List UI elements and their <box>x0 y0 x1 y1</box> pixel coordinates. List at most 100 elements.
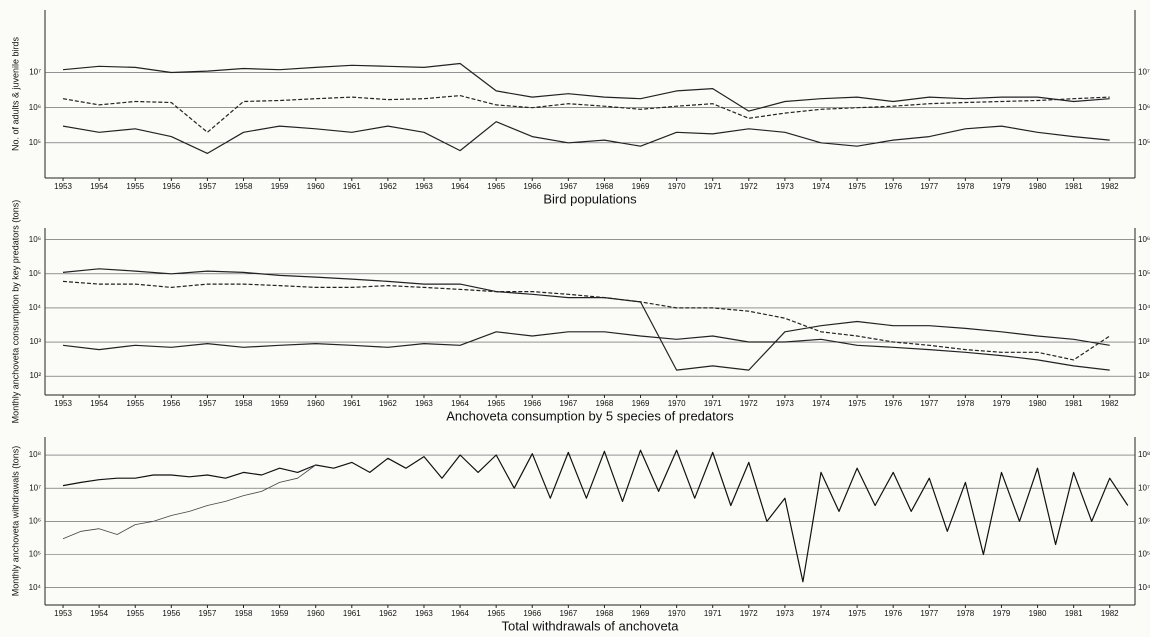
x-tick-label: 1967 <box>559 399 577 408</box>
x-tick-label: 1959 <box>271 399 289 408</box>
x-tick-label: 1973 <box>776 182 794 191</box>
x-tick-label: 1953 <box>54 609 72 618</box>
x-tick-label: 1955 <box>126 399 144 408</box>
x-tick-label: 1954 <box>90 399 108 408</box>
x-tick-label: 1976 <box>884 609 902 618</box>
x-tick-label: 1976 <box>884 399 902 408</box>
x-tick-label: 1971 <box>704 182 722 191</box>
x-tick-label: 1958 <box>235 399 253 408</box>
x-tick-label: 1980 <box>1029 609 1047 618</box>
x-tick-label: 1980 <box>1029 182 1047 191</box>
x-tick-label: 1955 <box>126 182 144 191</box>
x-tick-label: 1961 <box>343 399 361 408</box>
x-tick-label: 1955 <box>126 609 144 618</box>
x-tick-label: 1962 <box>379 182 397 191</box>
y-tick-label-right: 10⁶ <box>1138 103 1150 112</box>
x-tick-label: 1979 <box>993 609 1011 618</box>
x-tick-label: 1969 <box>632 609 650 618</box>
x-tick-label: 1975 <box>848 399 866 408</box>
x-tick-label: 1972 <box>740 609 758 618</box>
series-line <box>63 96 1110 133</box>
y-tick-label-right: 10⁷ <box>1138 68 1150 77</box>
x-tick-label: 1981 <box>1065 399 1083 408</box>
x-tick-label: 1959 <box>271 182 289 191</box>
x-tick-label: 1982 <box>1101 182 1119 191</box>
series-line <box>63 332 1110 370</box>
x-tick-label: 1956 <box>162 182 180 191</box>
y-tick-label-right: 10⁶ <box>1138 516 1150 525</box>
panel-title: Bird populations <box>543 191 637 206</box>
y-tick-label-right: 10³ <box>1138 337 1150 346</box>
y-tick-label-right: 10⁷ <box>1138 483 1150 492</box>
x-tick-label: 1969 <box>632 399 650 408</box>
x-tick-label: 1961 <box>343 609 361 618</box>
x-tick-label: 1981 <box>1065 609 1083 618</box>
x-tick-label: 1968 <box>596 182 614 191</box>
y-tick-label: 10⁶ <box>29 516 41 525</box>
x-tick-label: 1957 <box>199 609 217 618</box>
x-tick-label: 1981 <box>1065 182 1083 191</box>
x-tick-label: 1960 <box>307 182 325 191</box>
y-tick-label: 10⁷ <box>29 68 41 77</box>
x-tick-label: 1967 <box>559 609 577 618</box>
x-tick-label: 1973 <box>776 399 794 408</box>
x-tick-label: 1968 <box>596 399 614 408</box>
y-tick-label: 10⁶ <box>29 235 41 244</box>
x-tick-label: 1962 <box>379 399 397 408</box>
x-tick-label: 1961 <box>343 182 361 191</box>
x-tick-label: 1960 <box>307 609 325 618</box>
y-tick-label-right: 10⁵ <box>1138 550 1150 559</box>
x-tick-label: 1978 <box>956 609 974 618</box>
x-tick-label: 1982 <box>1101 399 1119 408</box>
x-tick-label: 1956 <box>162 609 180 618</box>
y-tick-label-right: 10⁴ <box>1138 583 1150 592</box>
x-tick-label: 1974 <box>812 609 830 618</box>
y-tick-label-right: 10⁵ <box>1138 269 1150 278</box>
y-tick-label: 10⁶ <box>29 103 41 112</box>
y-tick-label-right: 10⁴ <box>1138 303 1150 312</box>
y-tick-label: 10⁵ <box>29 269 41 278</box>
x-tick-label: 1958 <box>235 609 253 618</box>
x-tick-label: 1975 <box>848 609 866 618</box>
x-tick-label: 1976 <box>884 182 902 191</box>
y-tick-label: 10⁴ <box>29 583 42 592</box>
x-tick-label: 1962 <box>379 609 397 618</box>
x-tick-label: 1971 <box>704 399 722 408</box>
x-tick-label: 1958 <box>235 182 253 191</box>
panel-title: Total withdrawals of anchoveta <box>501 618 679 633</box>
y-tick-label: 10² <box>29 371 41 380</box>
y-tick-label-right: 10² <box>1138 371 1150 380</box>
x-tick-label: 1964 <box>451 609 469 618</box>
panel-title: Anchoveta consumption by 5 species of pr… <box>446 408 734 423</box>
x-tick-label: 1970 <box>668 609 686 618</box>
x-tick-label: 1964 <box>451 182 469 191</box>
y-tick-label: 10⁷ <box>29 483 41 492</box>
series-line <box>63 465 316 539</box>
y-tick-label: 10³ <box>29 337 41 346</box>
x-tick-label: 1982 <box>1101 609 1119 618</box>
x-tick-label: 1973 <box>776 609 794 618</box>
y-tick-label: 10⁸ <box>29 450 41 459</box>
x-tick-label: 1977 <box>920 399 938 408</box>
x-tick-label: 1967 <box>559 182 577 191</box>
y-tick-label: 10⁵ <box>29 138 41 147</box>
x-tick-label: 1957 <box>199 399 217 408</box>
page: 10⁵ 10⁵ 10⁶ 10⁶ 10⁷ 10⁷ 1953 1954 1955 1956 1957 19… <box>0 0 1150 637</box>
x-tick-label: 1968 <box>596 609 614 618</box>
x-tick-label: 1972 <box>740 182 758 191</box>
y-tick-label: 10⁴ <box>29 303 42 312</box>
x-tick-label: 1978 <box>956 399 974 408</box>
x-tick-label: 1970 <box>668 182 686 191</box>
x-tick-label: 1954 <box>90 182 108 191</box>
y-axis-label: Monthly anchoveta consumption by key pre… <box>10 200 20 424</box>
x-tick-label: 1971 <box>704 609 722 618</box>
x-tick-label: 1963 <box>415 609 433 618</box>
series-line <box>63 281 1110 360</box>
y-axis-label: Monthly anchoveta withdrawals (tons) <box>10 446 20 597</box>
x-tick-label: 1957 <box>199 182 217 191</box>
x-tick-label: 1954 <box>90 609 108 618</box>
x-tick-label: 1969 <box>632 182 650 191</box>
x-tick-label: 1963 <box>415 399 433 408</box>
x-tick-label: 1974 <box>812 182 830 191</box>
y-tick-label-right: 10⁶ <box>1138 235 1150 244</box>
